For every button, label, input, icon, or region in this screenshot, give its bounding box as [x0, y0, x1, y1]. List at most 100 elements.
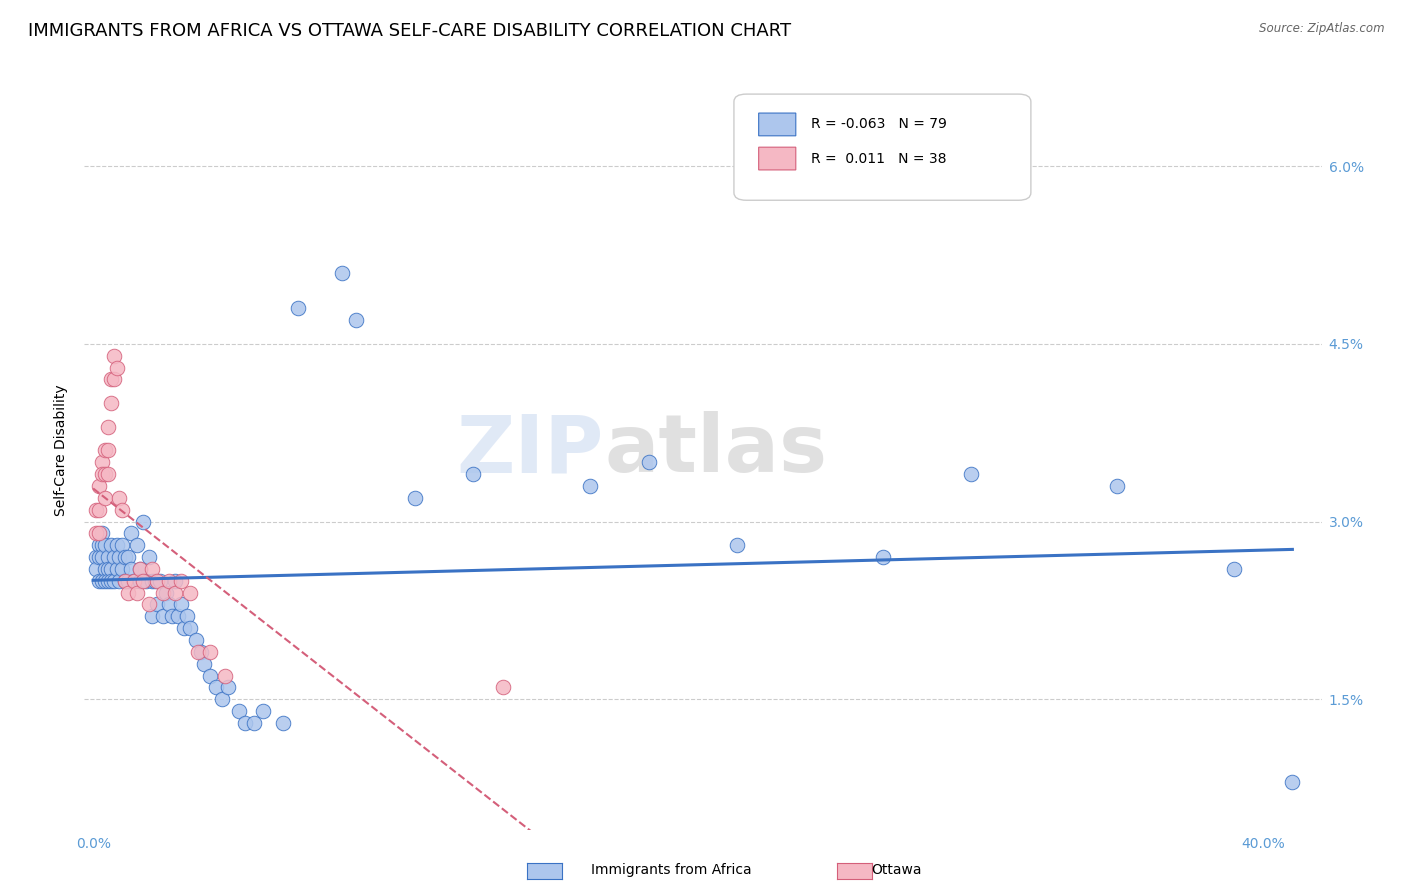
Point: [129, 574, 152, 588]
Point: [217, 681, 239, 695]
Point: [129, 562, 152, 576]
Point: [211, 692, 233, 706]
Point: [125, 585, 148, 599]
Point: [122, 574, 145, 588]
Point: [152, 585, 174, 599]
Point: [87, 502, 110, 516]
Point: [638, 455, 661, 469]
Point: [100, 396, 122, 410]
Point: [157, 598, 180, 612]
Point: [87, 538, 110, 552]
Point: [103, 550, 125, 565]
Point: [108, 574, 131, 588]
Point: [97, 562, 120, 576]
Point: [108, 491, 131, 505]
Text: ZIP: ZIP: [457, 411, 605, 490]
Point: [173, 621, 195, 635]
Point: [228, 704, 250, 718]
Point: [287, 301, 309, 316]
FancyBboxPatch shape: [734, 95, 1031, 201]
Point: [167, 609, 190, 624]
Point: [114, 550, 136, 565]
Point: [94, 574, 117, 588]
Point: [1105, 479, 1128, 493]
Point: [90, 538, 112, 552]
Point: [94, 467, 117, 482]
Point: [94, 562, 117, 576]
Point: [170, 598, 193, 612]
Point: [100, 372, 122, 386]
Text: R = -0.063   N = 79: R = -0.063 N = 79: [811, 118, 946, 131]
Point: [187, 645, 209, 659]
Point: [90, 574, 112, 588]
Point: [149, 574, 172, 588]
Point: [330, 266, 353, 280]
Point: [579, 479, 602, 493]
Point: [152, 609, 174, 624]
Point: [198, 668, 221, 682]
Point: [100, 574, 122, 588]
Point: [252, 704, 274, 718]
Point: [163, 585, 186, 599]
Point: [84, 550, 107, 565]
Point: [271, 715, 294, 730]
Point: [143, 574, 166, 588]
Point: [179, 621, 201, 635]
Point: [122, 574, 145, 588]
Point: [105, 562, 128, 576]
Point: [1223, 562, 1246, 576]
Point: [190, 645, 212, 659]
Point: [111, 502, 134, 516]
Point: [146, 574, 169, 588]
Point: [114, 574, 136, 588]
Point: [176, 609, 198, 624]
Point: [170, 574, 193, 588]
Point: [103, 372, 125, 386]
Point: [100, 538, 122, 552]
Point: [141, 562, 163, 576]
Point: [233, 715, 256, 730]
Point: [111, 538, 134, 552]
Text: Ottawa: Ottawa: [872, 863, 922, 877]
Point: [132, 574, 155, 588]
Point: [344, 313, 367, 327]
Point: [160, 609, 183, 624]
Point: [205, 681, 228, 695]
Point: [87, 550, 110, 565]
Point: [725, 538, 748, 552]
Point: [193, 657, 215, 671]
Point: [872, 550, 894, 565]
Point: [184, 633, 207, 648]
Point: [103, 349, 125, 363]
Point: [84, 526, 107, 541]
Point: [1281, 775, 1303, 789]
Point: [105, 538, 128, 552]
Point: [141, 574, 163, 588]
Text: Source: ZipAtlas.com: Source: ZipAtlas.com: [1260, 22, 1385, 36]
Point: [125, 538, 148, 552]
Point: [114, 574, 136, 588]
Point: [959, 467, 981, 482]
Point: [491, 681, 513, 695]
Point: [87, 526, 110, 541]
Point: [214, 668, 236, 682]
Point: [146, 598, 169, 612]
Point: [94, 443, 117, 458]
Point: [157, 574, 180, 588]
Point: [117, 585, 139, 599]
Point: [90, 550, 112, 565]
Point: [100, 562, 122, 576]
Point: [155, 585, 177, 599]
Y-axis label: Self-Care Disability: Self-Care Disability: [55, 384, 69, 516]
Point: [163, 574, 186, 588]
Point: [138, 598, 160, 612]
Point: [179, 585, 201, 599]
Point: [198, 645, 221, 659]
Point: [117, 574, 139, 588]
Point: [111, 562, 134, 576]
Text: Immigrants from Africa: Immigrants from Africa: [591, 863, 751, 877]
Point: [120, 526, 142, 541]
Point: [141, 609, 163, 624]
Point: [97, 550, 120, 565]
Text: IMMIGRANTS FROM AFRICA VS OTTAWA SELF-CARE DISABILITY CORRELATION CHART: IMMIGRANTS FROM AFRICA VS OTTAWA SELF-CA…: [28, 22, 792, 40]
